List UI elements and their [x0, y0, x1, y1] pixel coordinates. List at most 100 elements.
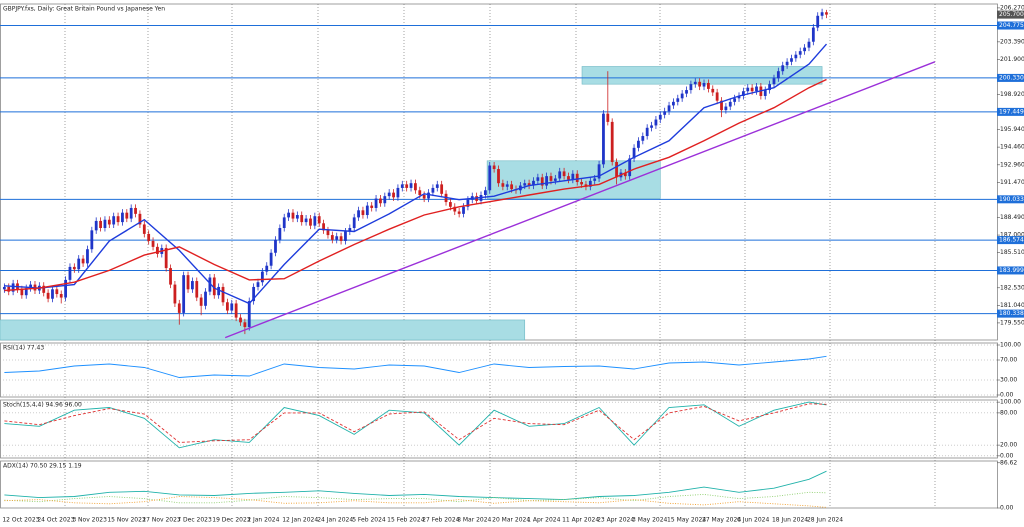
candle-body	[405, 184, 409, 188]
candle-body	[733, 98, 737, 102]
candle-body	[142, 224, 146, 234]
candle-body	[768, 84, 772, 91]
candle-body	[431, 187, 435, 193]
candle-body	[352, 217, 356, 228]
candle-body	[667, 105, 671, 112]
candle-body	[287, 212, 291, 218]
candle-body	[654, 119, 658, 126]
candle-body	[177, 303, 181, 313]
indicator-line	[4, 355, 827, 378]
candle-body	[116, 216, 120, 223]
candle-body	[781, 65, 785, 72]
pane-title: ADX(14) 70.50 29.15 1.19	[3, 463, 82, 470]
candle-body	[195, 281, 199, 298]
x-tick-label: 24 Oct 2023	[37, 517, 74, 524]
candle-body	[247, 301, 251, 328]
y-tick-label: 206.270	[1000, 4, 1024, 11]
candle-body	[234, 303, 238, 318]
candle-body	[103, 219, 107, 228]
candle-body	[562, 171, 566, 177]
candle-body	[680, 93, 684, 99]
candle-body	[414, 183, 417, 191]
indicator-line	[4, 403, 827, 443]
level-tag	[997, 107, 1024, 116]
y-tick-label: 191.470	[1000, 179, 1024, 186]
candle-body	[129, 207, 133, 219]
x-tick-label: 3 Nov 2023	[72, 517, 107, 524]
level-label: 200.330	[999, 74, 1024, 81]
candle-body	[348, 228, 352, 232]
candle-body	[435, 184, 439, 188]
x-tick-label: 7 Dec 2023	[177, 517, 212, 524]
candle-body	[698, 81, 702, 87]
candle-body	[90, 230, 94, 250]
level-tag	[997, 266, 1024, 275]
x-tick-label: 15 May 2024	[667, 517, 706, 524]
pane-title: GBPJPY.fxs, Daily: Great Britain Pound v…	[3, 6, 165, 13]
candle-body	[370, 205, 374, 208]
candle-body	[492, 165, 496, 170]
x-tick-label: 2 Jan 2024	[247, 517, 279, 524]
candle-body	[553, 178, 557, 181]
candle-body	[409, 183, 413, 188]
candle-body	[191, 281, 194, 290]
x-tick-label: 5 Feb 2024	[352, 517, 386, 524]
candle-body	[746, 87, 750, 92]
x-tick-label: 20 Mar 2024	[492, 517, 530, 524]
indicator-line	[4, 496, 827, 508]
overlay-line	[4, 43, 828, 305]
candle-body	[750, 87, 754, 92]
candle-body	[602, 113, 605, 165]
candle-body	[151, 240, 155, 247]
y-tick-label: 30.00	[1000, 377, 1017, 384]
candle-body	[387, 192, 391, 197]
candle-body	[20, 289, 24, 296]
candle-body	[483, 190, 487, 195]
candle-body	[256, 282, 260, 287]
candle-body	[440, 184, 444, 194]
indicator-line	[4, 401, 827, 449]
x-tick-label: 12 Oct 2023	[2, 517, 39, 524]
candle-body	[505, 184, 509, 187]
level-tag	[997, 21, 1024, 30]
candle-body	[453, 206, 457, 212]
pane-frame	[0, 342, 998, 398]
candle-body	[125, 212, 129, 219]
candle-body	[422, 194, 426, 199]
indicator-line	[4, 470, 827, 501]
candle-body	[147, 233, 151, 241]
candle-body	[650, 125, 653, 128]
x-tick-label: 27 Nov 2023	[142, 517, 181, 524]
candle-body	[540, 177, 544, 186]
candle-body	[571, 173, 575, 180]
candle-body	[59, 294, 63, 298]
candle-body	[11, 283, 15, 292]
candle-body	[466, 199, 470, 207]
candle-body	[173, 284, 177, 304]
candle-body	[304, 218, 308, 223]
candle-body	[134, 207, 137, 214]
y-tick-label: 188.490	[1000, 214, 1024, 221]
x-tick-label: 23 Apr 2024	[597, 517, 634, 524]
candle-body	[24, 288, 28, 296]
y-tick-label: 201.900	[1000, 56, 1024, 63]
level-tag	[997, 195, 1024, 204]
x-tick-label: 15 Nov 2023	[107, 517, 146, 524]
candle-body	[335, 236, 339, 240]
zone	[581, 66, 823, 85]
level-label: 204.775	[999, 22, 1024, 29]
candle-body	[527, 183, 531, 186]
y-tick-label: 100.00	[1000, 342, 1021, 349]
candle-body	[672, 101, 675, 106]
level-tag	[997, 73, 1024, 82]
candle-body	[676, 98, 680, 102]
pane-title: RSI(14) 77.43	[3, 345, 44, 352]
candle-body	[7, 286, 11, 292]
candle-body	[230, 303, 234, 311]
candle-body	[313, 216, 317, 226]
y-tick-label: 182.530	[1000, 284, 1024, 291]
y-tick-label: 20.00	[1000, 442, 1017, 449]
candle-body	[720, 100, 723, 111]
candle-body	[252, 286, 256, 302]
